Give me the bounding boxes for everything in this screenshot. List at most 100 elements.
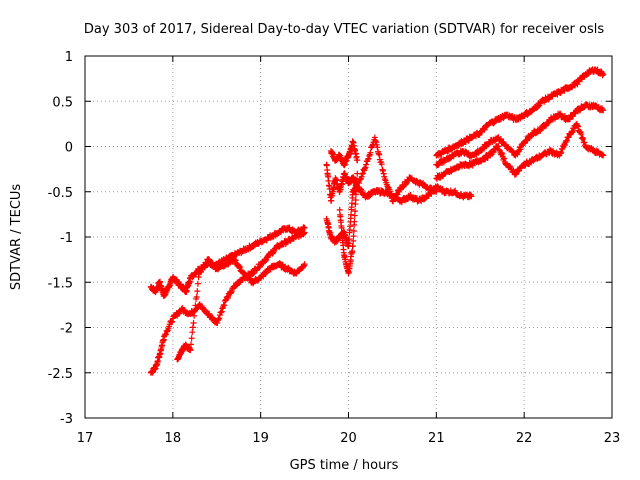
data-point [346,236,353,243]
x-tick-label: 20 [340,431,357,446]
y-tick-label: -2.5 [48,367,73,382]
data-point [563,137,570,144]
data-point [556,110,563,117]
data-point [352,208,359,215]
data-point [286,224,293,231]
data-point [497,136,504,143]
data-point [358,173,365,180]
data-point [600,152,607,159]
data-point [228,289,235,296]
data-point [352,197,359,204]
data-point [496,146,503,153]
data-point [301,261,308,268]
data-point [524,137,531,144]
data-point [354,157,361,164]
data-point [369,142,376,149]
data-point [249,271,256,278]
data-point [359,187,366,194]
data-point [600,71,607,78]
data-point [348,200,355,207]
y-tick-label: -0.5 [48,186,73,201]
data-point [300,230,307,237]
data-point [501,155,508,162]
data-point [371,134,378,141]
data-point [228,288,235,295]
data-point [233,282,240,289]
x-tick-label: 23 [604,431,621,446]
data-point [380,167,387,174]
data-point [225,294,232,301]
data-point [191,307,198,314]
data-point [188,341,195,348]
y-tick-label: 0.5 [52,95,73,110]
data-point [260,273,267,280]
data-point [203,259,210,266]
data-point [561,87,568,94]
data-point [201,263,208,270]
data-point [498,149,505,156]
data-point [380,170,387,177]
data-point [193,293,200,300]
data-point [561,142,568,149]
chart-title: Day 303 of 2017, Sidereal Day-to-day VTE… [84,22,604,37]
data-point [214,319,221,326]
series-track-8 [433,66,607,159]
series-track-10 [433,120,607,182]
data-point [353,177,360,184]
data-point [194,288,201,295]
data-point [192,302,199,309]
data-point [574,81,581,88]
series-track-7 [327,138,361,169]
data-point [338,224,345,231]
data-point [216,315,223,322]
data-point [216,312,223,319]
y-tick-label: 1 [65,50,73,65]
series-track-6 [336,170,361,277]
data-point [203,260,210,267]
data-point [386,188,393,195]
data-point [444,148,451,155]
data-point [387,191,394,198]
data-point [506,163,513,170]
series-track-2 [147,229,308,376]
data-point [481,145,488,152]
x-tick-label: 18 [165,431,182,446]
data-point [218,308,225,315]
data-point [354,170,361,177]
data-point [599,151,606,158]
data-point [365,155,372,162]
data-point [336,206,343,213]
y-tick-label: 0 [65,141,73,156]
data-point [191,312,198,319]
data-point [574,122,581,129]
data-point [583,72,590,79]
data-point [162,331,169,338]
series-track-1 [147,224,308,300]
data-point [580,136,587,143]
data-point [368,144,375,151]
data-point [407,192,414,199]
data-point [363,161,370,168]
y-tick-label: -3 [60,412,73,427]
data-point [194,280,201,287]
data-point [236,263,243,270]
data-point [481,126,488,133]
data-point [376,151,383,158]
data-point [373,139,380,146]
data-point [232,257,239,264]
data-point [164,328,171,335]
data-point [211,261,218,268]
x-tick-label: 17 [77,431,94,446]
y-tick-label: -1.5 [48,276,73,291]
data-point [189,329,196,336]
x-tick-label: 21 [428,431,445,446]
data-point [169,318,176,325]
data-point [188,335,195,342]
data-point [569,129,576,136]
data-point [599,72,606,79]
data-point [366,153,373,160]
data-point [348,211,355,218]
y-tick-label: -1 [60,231,73,246]
data-point [558,149,565,156]
data-point [452,187,459,194]
